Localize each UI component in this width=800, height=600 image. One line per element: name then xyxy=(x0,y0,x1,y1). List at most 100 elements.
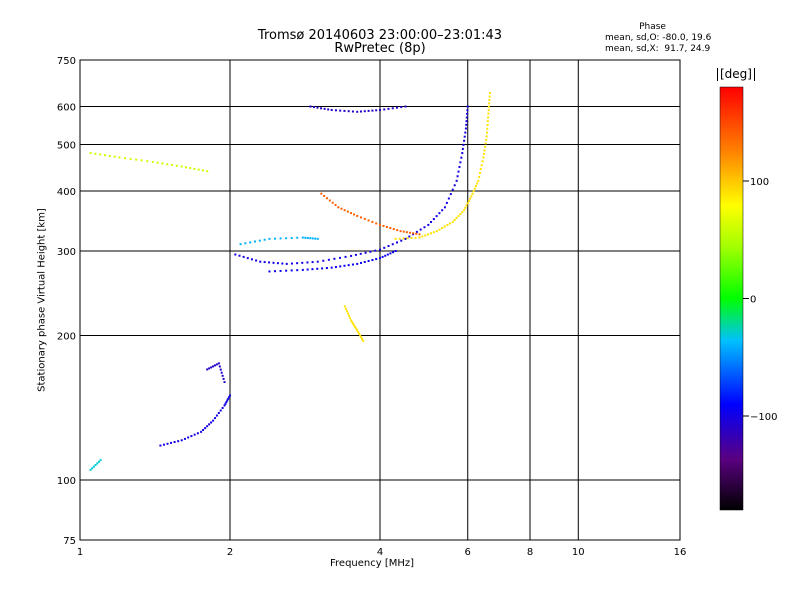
data-point xyxy=(487,109,490,112)
data-point xyxy=(474,185,477,188)
data-point xyxy=(166,442,169,445)
data-point xyxy=(89,152,92,155)
data-point xyxy=(345,310,348,313)
data-point xyxy=(408,235,411,238)
data-point xyxy=(200,430,203,433)
data-point xyxy=(334,204,337,207)
data-point xyxy=(464,131,467,134)
phase-stats-x: mean, sd,X: 91.7, 24.9 xyxy=(605,44,711,54)
data-point xyxy=(471,192,474,195)
data-point xyxy=(386,253,389,256)
data-point xyxy=(221,374,224,377)
data-point xyxy=(301,261,304,264)
data-point xyxy=(99,459,102,462)
data-point xyxy=(375,109,378,112)
data-point xyxy=(443,206,446,209)
data-point xyxy=(151,160,154,163)
data-point xyxy=(328,199,331,202)
data-point xyxy=(274,270,277,273)
data-point xyxy=(162,443,165,446)
data-point xyxy=(213,364,216,367)
data-point xyxy=(482,156,485,159)
data-point xyxy=(470,195,473,198)
data-point xyxy=(394,237,397,240)
data-point xyxy=(473,187,476,190)
data-point xyxy=(215,414,218,417)
data-point xyxy=(108,154,111,157)
data-point xyxy=(357,331,360,334)
data-point xyxy=(481,160,484,163)
data-point xyxy=(276,262,279,265)
data-point xyxy=(346,312,349,315)
data-point xyxy=(435,215,438,218)
data-point xyxy=(285,269,288,272)
data-point xyxy=(485,135,488,138)
data-point xyxy=(356,214,359,217)
data-point xyxy=(331,201,334,204)
data-point xyxy=(316,237,319,240)
data-point xyxy=(314,237,317,240)
data-point xyxy=(480,164,483,167)
data-point xyxy=(159,444,162,447)
data-point xyxy=(338,256,341,259)
data-point xyxy=(379,248,381,251)
data-point xyxy=(438,212,441,215)
data-point xyxy=(441,227,444,230)
data-point xyxy=(465,120,468,123)
data-point xyxy=(358,332,361,335)
data-point xyxy=(453,184,456,187)
data-point xyxy=(255,259,258,262)
data-point xyxy=(311,261,314,264)
data-point xyxy=(135,158,138,161)
y-axis-label: Stationary phase Virtual Height [km] xyxy=(36,208,48,392)
data-point xyxy=(371,109,374,112)
data-point xyxy=(350,319,353,322)
data-point xyxy=(250,258,253,261)
data-point xyxy=(96,462,99,465)
data-point xyxy=(166,163,169,166)
data-point xyxy=(418,236,421,239)
data-point xyxy=(190,435,193,438)
data-point xyxy=(394,250,397,253)
data-point xyxy=(187,436,190,439)
data-point xyxy=(353,213,356,216)
data-point xyxy=(438,228,441,231)
y-tick-label: 200 xyxy=(57,332,76,343)
data-point xyxy=(371,220,374,223)
data-point xyxy=(455,179,458,182)
data-point xyxy=(296,236,299,239)
data-point xyxy=(419,228,422,231)
data-point xyxy=(212,419,215,422)
data-point xyxy=(461,147,464,150)
data-point xyxy=(466,112,469,115)
data-point xyxy=(447,197,450,200)
data-point xyxy=(113,155,116,158)
data-point xyxy=(343,264,346,267)
data-point xyxy=(455,216,458,219)
data-point xyxy=(487,105,490,108)
data-point xyxy=(285,262,288,265)
data-point xyxy=(486,127,489,130)
data-point xyxy=(234,253,237,256)
data-point xyxy=(89,468,92,471)
data-point xyxy=(457,170,460,173)
data-point xyxy=(177,440,180,443)
colorbar-tick-label: 0 xyxy=(750,295,756,306)
data-point xyxy=(301,268,304,271)
data-point xyxy=(462,143,465,146)
y-tick-label: 75 xyxy=(63,536,76,547)
data-point xyxy=(140,159,143,162)
data-point xyxy=(104,154,107,157)
data-point xyxy=(404,237,407,240)
y-tick-label: 500 xyxy=(57,141,76,152)
chart-title: Tromsø 20140603 23:00:00–23:01:43 xyxy=(257,28,503,43)
data-point xyxy=(396,229,399,232)
data-point xyxy=(421,235,424,238)
data-point xyxy=(304,236,307,239)
data-point xyxy=(383,246,386,249)
data-point xyxy=(469,197,472,200)
data-point xyxy=(459,213,462,216)
data-point xyxy=(94,464,97,467)
data-point xyxy=(239,243,242,246)
phase-stats-o: mean, sd,O: -80.0, 19.6 xyxy=(605,33,712,43)
